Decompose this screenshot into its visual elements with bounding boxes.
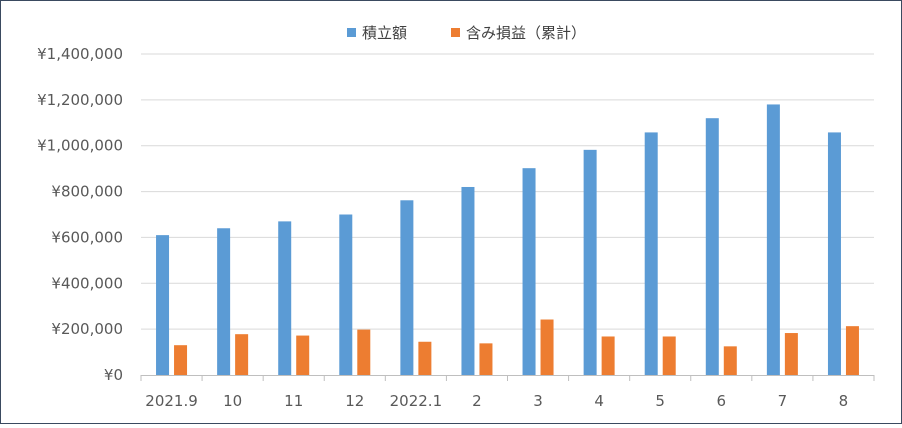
- bars: [156, 104, 859, 375]
- bar-series-1: [400, 200, 414, 375]
- y-axis-tick-labels: ¥0 ¥200,000 ¥400,000 ¥600,000 ¥800,000 ¥1,000…: [37, 45, 123, 384]
- x-tick-label: 11: [284, 392, 303, 410]
- bar-series-1: [766, 104, 780, 375]
- x-tick-label: 8: [839, 392, 849, 410]
- x-tick-label: 4: [594, 392, 604, 410]
- legend-label-series-2: 含み損益（累計）: [466, 24, 586, 42]
- bar-series-2: [723, 346, 737, 375]
- y-tick-label: ¥400,000: [51, 274, 123, 292]
- y-tick-label: ¥600,000: [51, 228, 123, 246]
- bar-series-2: [296, 335, 310, 375]
- bar-series-2: [662, 336, 676, 375]
- bar-series-1: [156, 235, 170, 375]
- bar-series-1: [522, 168, 536, 375]
- bar-series-2: [418, 341, 432, 375]
- x-tick-label: 2022.1: [390, 392, 443, 410]
- bar-series-1: [705, 118, 719, 375]
- y-tick-label: ¥800,000: [51, 183, 123, 201]
- x-tick-label: 2: [472, 392, 482, 410]
- y-tick-label: ¥200,000: [51, 320, 123, 338]
- x-tick-label: 6: [717, 392, 727, 410]
- legend-label-series-1: 積立額: [362, 24, 407, 42]
- bar-series-2: [784, 333, 798, 375]
- y-tick-label: ¥0: [104, 366, 123, 384]
- bar-series-2: [235, 334, 249, 375]
- bar-series-1: [583, 149, 597, 375]
- x-tick-label: 12: [345, 392, 364, 410]
- bar-series-1: [827, 132, 841, 375]
- x-tick-label: 10: [223, 392, 242, 410]
- bar-series-1: [339, 214, 353, 375]
- legend: 積立額 含み損益（累計）: [347, 24, 586, 42]
- x-tick-label: 2021.9: [145, 392, 198, 410]
- x-tick-label: 3: [533, 392, 543, 410]
- bar-series-2: [540, 319, 554, 375]
- legend-swatch-series-2: [451, 28, 460, 37]
- bar-series-2: [479, 343, 493, 375]
- y-tick-label: ¥1,200,000: [37, 91, 123, 109]
- bar-series-2: [357, 329, 371, 375]
- bar-series-1: [644, 132, 658, 375]
- y-tick-label: ¥1,400,000: [37, 45, 123, 63]
- y-tick-label: ¥1,000,000: [37, 137, 123, 155]
- x-axis: 2021.9 10 11 12 2022.1 2 3 4 5 6 7 8: [140, 375, 875, 410]
- gridlines: [141, 53, 874, 330]
- bar-series-2: [174, 345, 188, 375]
- bar-series-1: [217, 228, 231, 375]
- bar-series-2: [845, 326, 859, 375]
- bar-series-2: [601, 336, 615, 375]
- x-tick-label: 7: [778, 392, 788, 410]
- x-tick-label: 5: [655, 392, 665, 410]
- bar-series-1: [461, 186, 475, 375]
- bar-series-1: [278, 221, 292, 375]
- legend-swatch-series-1: [347, 28, 356, 37]
